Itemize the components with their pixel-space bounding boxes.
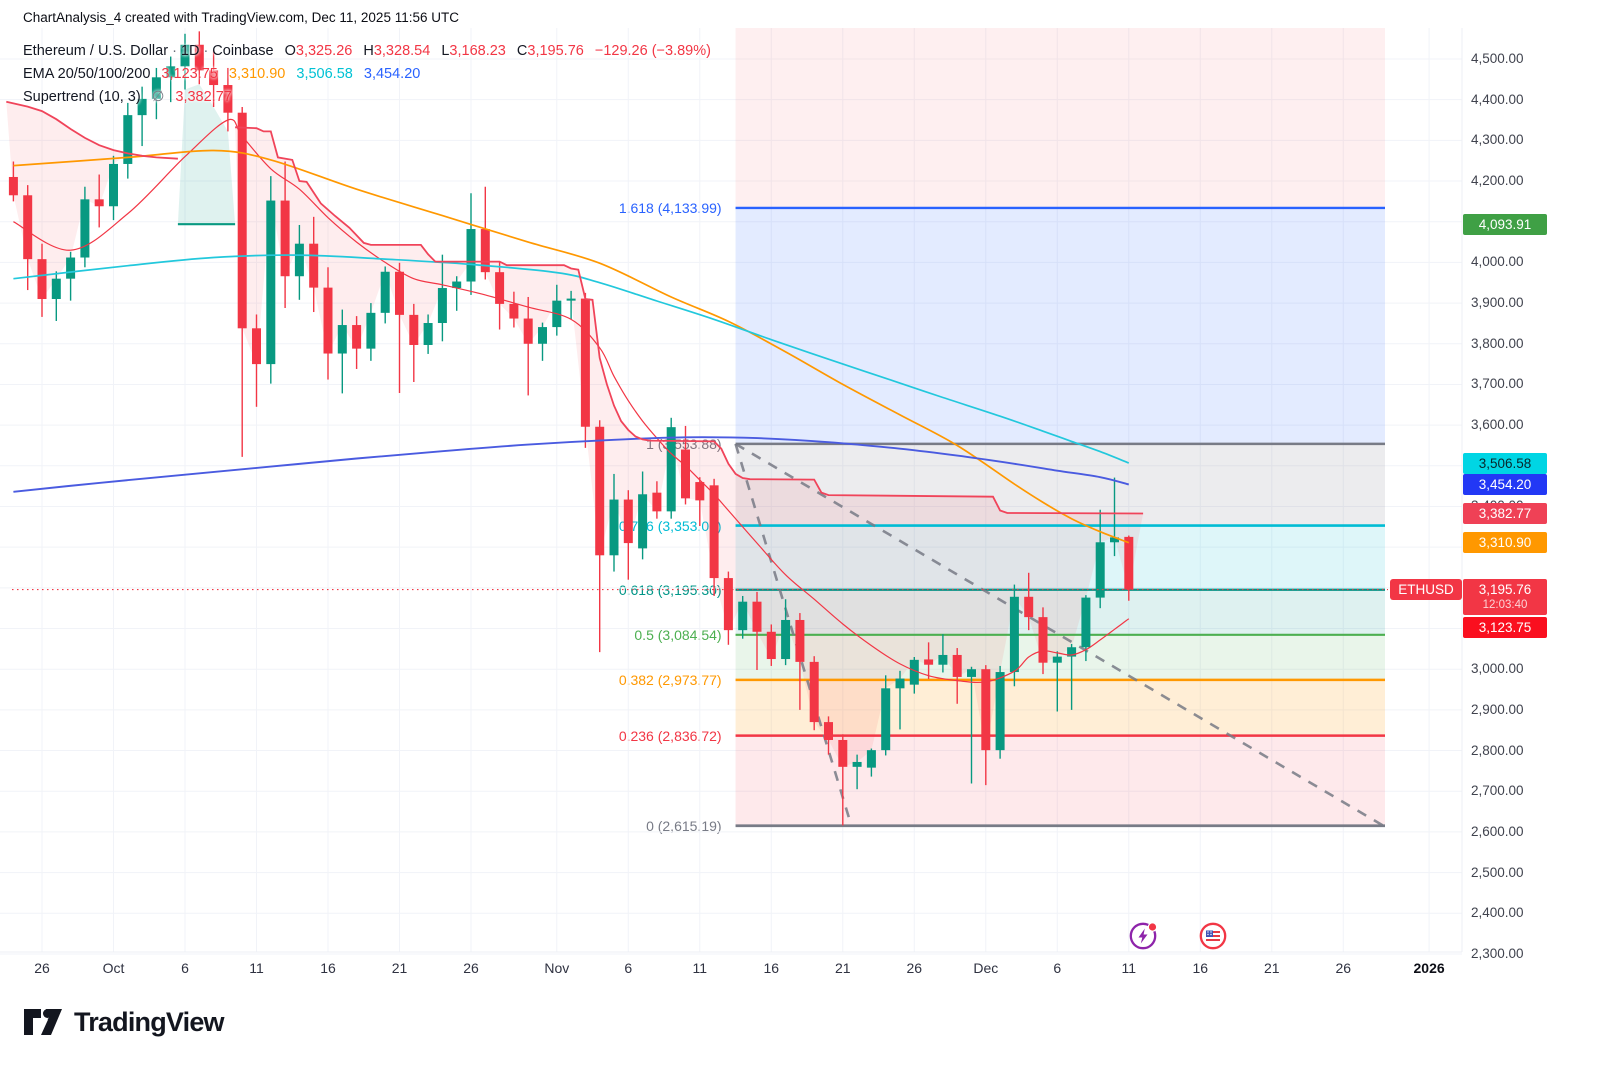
fib-level-label-0: 0 (2,615.19) bbox=[646, 817, 722, 834]
fib-level-label-0.618: 0.618 (3,195.30) bbox=[618, 581, 722, 598]
fib-level-label-0.236: 0.236 (2,836.72) bbox=[618, 727, 722, 744]
fib-level-label-0.382: 0.382 (2,973.77) bbox=[618, 671, 722, 688]
fib-level-label-1.618: 1.618 (4,133.99) bbox=[618, 199, 722, 216]
